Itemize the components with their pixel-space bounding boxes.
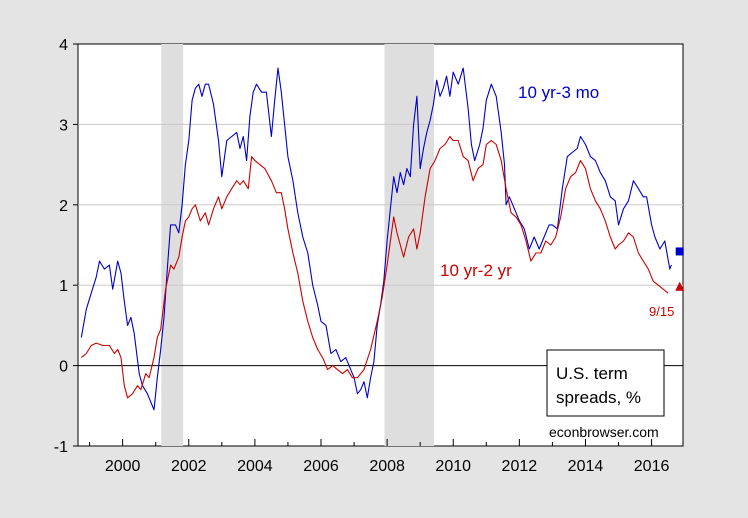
endpoint-date-label: 9/15 [649, 304, 674, 319]
title-box [546, 349, 665, 417]
x-tick-label-2010: 2010 [435, 458, 471, 475]
x-tick-label-2006: 2006 [303, 458, 339, 475]
y-tick-label--1: -1 [54, 439, 68, 456]
grid-lines [78, 123, 683, 286]
x-tick-label-2000: 2000 [105, 458, 141, 475]
x-tick-label-2002: 2002 [171, 458, 207, 475]
y-tick-label-0: 0 [59, 359, 68, 376]
series-lines [80, 67, 672, 411]
chart-title-line1: U.S. term [556, 364, 628, 383]
y-tick-label-2: 2 [59, 198, 68, 215]
endpoint-markers [675, 247, 685, 291]
y-tick-label-4: 4 [59, 37, 68, 54]
y-axis-ticks: -1 0 1 2 3 4 [54, 37, 78, 456]
recession-band-0 [161, 44, 184, 446]
y-tick-label-3: 3 [59, 117, 68, 134]
x-tick-label-2016: 2016 [634, 458, 670, 475]
y-tick-label-1: 1 [59, 278, 68, 295]
recession-shading [161, 44, 435, 446]
series-label-3mo: 10 yr-3 mo [518, 83, 599, 102]
x-axis-ticks: 2000 2002 2004 2006 2008 2010 2012 2014 2016 [89, 439, 670, 475]
chart-title-line2: spreads, % [556, 388, 641, 407]
endpoint-marker-0 [675, 247, 684, 256]
x-tick-label-2004: 2004 [237, 458, 273, 475]
series-line-0 [80, 67, 672, 411]
x-tick-label-2008: 2008 [369, 458, 405, 475]
series-line-1 [80, 135, 669, 399]
endpoint-marker-1 [675, 281, 685, 291]
recession-band-1 [384, 44, 435, 446]
x-tick-label-2012: 2012 [502, 458, 538, 475]
source-label: econbrowser.com [549, 424, 659, 440]
series-label-2yr: 10 yr-2 yr [440, 261, 512, 280]
x-tick-label-2014: 2014 [568, 458, 604, 475]
